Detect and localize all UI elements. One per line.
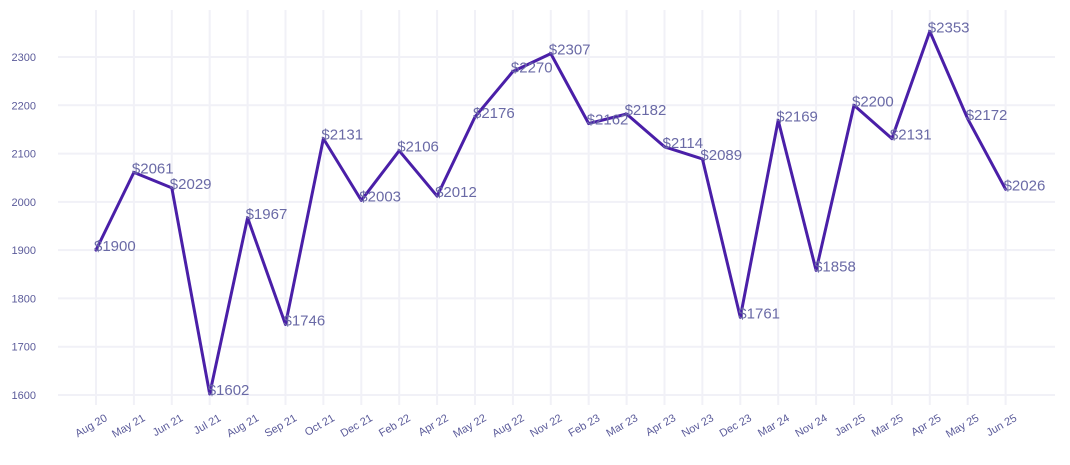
y-tick-label: 2300 [12,52,36,64]
y-tick-label: 1700 [12,342,36,354]
data-label: $2026 [1004,177,1046,194]
x-tick-label: Mar 25 [870,412,906,440]
x-tick-label: Jun 21 [151,412,186,439]
x-tick-label: Nov 22 [528,412,564,440]
x-tick-label: Apr 23 [644,412,678,439]
x-tick-label: Apr 25 [909,412,943,439]
x-tick-label: Nov 23 [680,412,716,440]
gridlines [58,10,1055,405]
x-tick-label: May 22 [451,412,488,440]
x-tick-label: May 21 [110,412,147,440]
y-axis: 1600 1700 1800 1900 2000 2100 2200 2300 [12,52,36,402]
x-tick-label: Aug 20 [73,412,109,440]
x-axis: Aug 20 May 21 Jun 21 Jul 21 Aug 21 Sep 21 Oct … [73,412,1019,440]
data-label: $1602 [208,382,250,399]
x-tick-label: Nov 24 [793,412,829,440]
x-tick-label: Oct 21 [303,412,337,439]
data-label: $2307 [549,42,591,59]
data-label: $1858 [814,258,856,275]
data-label: $2200 [852,93,894,110]
x-tick-label: Mar 24 [756,412,792,440]
x-tick-label: Sep 21 [263,412,299,440]
data-label: $2029 [170,176,212,193]
x-tick-label: Jun 25 [984,412,1019,439]
x-tick-label: Apr 22 [417,412,451,439]
y-tick-label: 2200 [12,100,36,112]
data-label: $2353 [928,19,970,36]
x-tick-label: May 25 [944,412,981,440]
series-line [94,29,1008,396]
data-label: $2003 [359,188,401,205]
data-label: $2172 [966,107,1008,124]
y-tick-label: 1600 [12,390,36,402]
y-tick-label: 2100 [12,149,36,161]
x-tick-label: Aug 21 [225,412,261,440]
x-tick-label: Jan 25 [833,412,868,439]
y-tick-label: 1800 [12,293,36,305]
x-tick-label: Aug 22 [490,412,526,440]
data-label: $1761 [738,305,780,322]
x-tick-label: Mar 23 [604,412,640,440]
data-label: $1900 [94,238,136,255]
x-tick-label: Jul 21 [192,412,223,437]
data-label: $2089 [700,147,742,164]
data-label: $2176 [473,105,515,122]
data-label: $2169 [776,108,818,125]
data-label: $2270 [511,59,553,76]
y-tick-label: 1900 [12,245,36,257]
data-label: $2131 [321,127,363,144]
data-label: $1746 [284,313,326,330]
y-tick-label: 2000 [12,197,36,209]
data-label: $1967 [246,206,288,223]
data-labels: $1900 $2061$2029 $1602 $1967 $1746 $2131 $2003… [94,19,1045,399]
data-label: $2182 [625,102,667,119]
data-label: $2162 [587,112,629,129]
x-tick-label: Feb 23 [567,412,603,440]
data-label: $2106 [397,139,439,156]
data-label: $2131 [890,127,932,144]
data-label: $2061 [132,160,174,177]
x-tick-label: Dec 21 [339,412,375,440]
data-label: $2012 [435,184,477,201]
x-tick-label: Dec 23 [718,412,754,440]
x-tick-label: Feb 22 [377,412,413,440]
data-label: $2114 [663,135,704,152]
